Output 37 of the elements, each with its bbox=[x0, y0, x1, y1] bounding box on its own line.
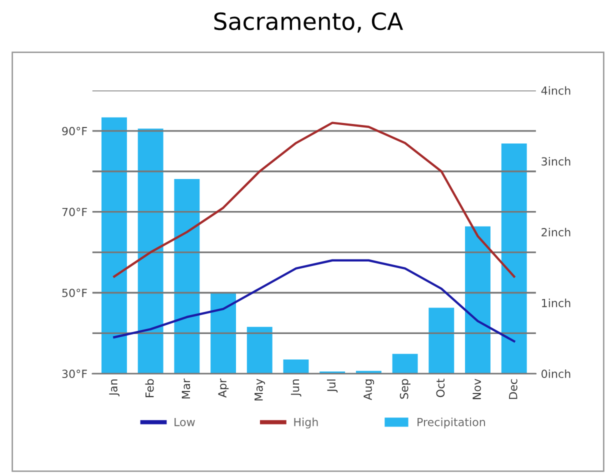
x-tick-label: Oct bbox=[436, 378, 445, 398]
y2-tick-label: 4inch bbox=[541, 86, 570, 95]
bar bbox=[283, 360, 309, 374]
bar bbox=[210, 292, 236, 374]
bar bbox=[174, 178, 200, 374]
bar bbox=[101, 117, 127, 374]
y-tick-label: 90°F bbox=[62, 126, 87, 136]
x-tick-label: Nov bbox=[472, 378, 481, 400]
x-tick-label: Aug bbox=[364, 380, 374, 400]
x-tick-label: Jun bbox=[290, 379, 302, 396]
bar bbox=[501, 144, 527, 374]
line-series bbox=[113, 259, 516, 342]
bar bbox=[465, 226, 490, 374]
y2-tick-label: 2inch bbox=[542, 228, 570, 236]
y2-tick-label: 1inch bbox=[542, 298, 570, 308]
bar bbox=[246, 326, 272, 374]
x-tick-label: Feb bbox=[145, 379, 154, 398]
x-tick-label: Sep bbox=[400, 379, 410, 399]
x-tick-label: Dec bbox=[509, 379, 518, 399]
x-tick-label: Jan bbox=[109, 379, 120, 396]
legend-label: Low bbox=[174, 418, 195, 426]
x-tick-label: Jul bbox=[326, 380, 338, 392]
bar bbox=[138, 128, 164, 374]
y-tick-label: 70°F bbox=[62, 208, 87, 216]
x-tick-label: May bbox=[254, 378, 266, 400]
chart-title: Sacramento, CA bbox=[214, 12, 404, 33]
y2-tick-label: 3inch bbox=[542, 157, 570, 166]
legend-label: Precipitation bbox=[418, 418, 485, 428]
y2-tick-label: 0inch bbox=[542, 369, 570, 378]
y-tick-label: 50°F bbox=[62, 288, 87, 298]
legend-label: High bbox=[294, 418, 318, 428]
bar bbox=[392, 354, 418, 374]
line-series bbox=[113, 122, 516, 278]
x-tick-label: Mar bbox=[182, 378, 190, 398]
y-tick-label: 30°F bbox=[62, 370, 87, 378]
bar bbox=[428, 308, 454, 374]
x-tick-label: Apr bbox=[218, 378, 229, 398]
